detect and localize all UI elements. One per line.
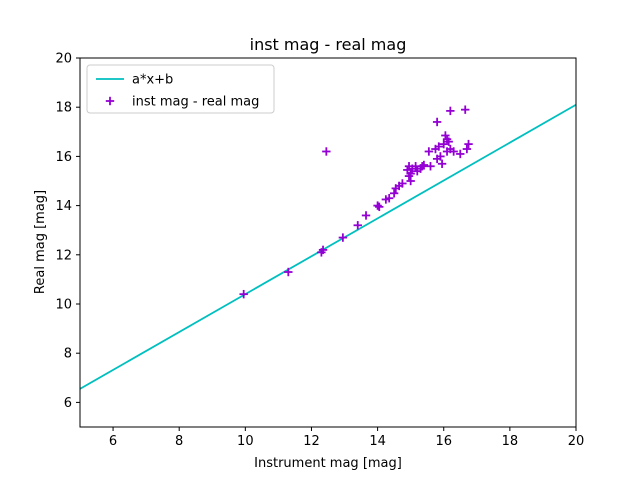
x-tick-label: 18 [502, 434, 519, 449]
plot-inner [80, 103, 576, 390]
data-point [373, 201, 382, 210]
data-point [418, 162, 427, 171]
x-tick-label: 10 [237, 434, 254, 449]
data-point [446, 106, 455, 116]
data-point [439, 139, 448, 149]
data-point [375, 202, 384, 212]
data-point [322, 147, 331, 156]
data-point [464, 139, 473, 149]
data-point [239, 289, 248, 299]
y-tick-label: 20 [55, 52, 72, 67]
y-tick-label: 6 [64, 396, 72, 411]
data-point [436, 152, 445, 161]
fit-line [80, 103, 576, 390]
y-tick-label: 8 [64, 347, 72, 362]
data-point [444, 137, 453, 146]
data-point [338, 233, 348, 242]
y-axis-label: Real mag [mag] [33, 190, 48, 294]
data-point [461, 105, 470, 114]
data-point [384, 194, 394, 203]
data-point [426, 162, 435, 171]
data-point [437, 159, 447, 168]
data-point [353, 221, 362, 230]
x-tick-label: 12 [303, 434, 320, 449]
plot-frame [79, 57, 577, 428]
x-tick-label: 6 [109, 434, 117, 449]
y-tick-label: 14 [55, 199, 72, 214]
data-point [432, 117, 442, 127]
x-axis-label: Instrument mag [mag] [254, 456, 402, 471]
axes: 6 8 10 12 14 16 18 20 6 8 10 12 14 16 18 20 [55, 52, 584, 450]
x-tick-label: 20 [568, 434, 585, 449]
data-point [419, 160, 429, 170]
data-point [398, 179, 407, 188]
x-tick-label: 14 [369, 434, 386, 449]
x-tick-label: 8 [175, 434, 183, 449]
data-point [424, 147, 434, 156]
plot-area [80, 103, 576, 390]
y-tick-label: 16 [55, 150, 72, 165]
data-point [449, 147, 458, 156]
data-point [456, 149, 465, 159]
data-point [284, 267, 293, 277]
legend-label: a*x+b [132, 73, 173, 88]
data-point [361, 211, 371, 220]
legend-label: inst mag - real mag [132, 95, 259, 110]
legend-entry: a*x+b [96, 73, 173, 88]
data-point [389, 189, 399, 198]
y-tick-label: 10 [55, 298, 72, 313]
y-tick-label: 12 [55, 248, 72, 263]
data-point [434, 142, 443, 151]
data-point [406, 176, 415, 186]
chart-title: inst mag - real mag [250, 35, 407, 54]
x-tick-label: 16 [435, 434, 452, 449]
legend-entry: inst mag - real mag [105, 95, 259, 110]
data-point [462, 144, 472, 154]
data-point [406, 169, 415, 178]
y-tick-label: 18 [55, 101, 72, 116]
data-point [318, 245, 328, 255]
legend-box [86, 64, 275, 114]
legend: a*x+b inst mag - real mag [86, 64, 275, 114]
